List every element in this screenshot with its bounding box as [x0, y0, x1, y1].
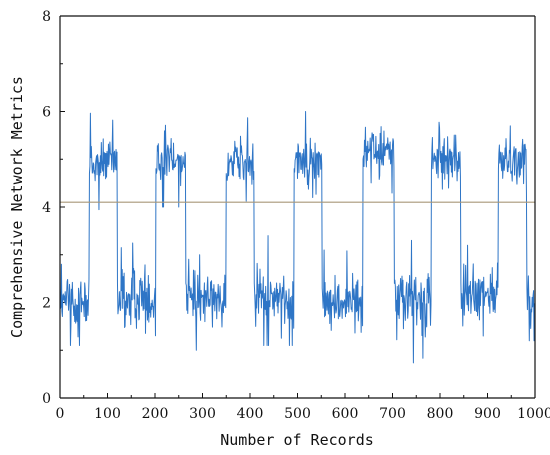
- x-tick-label: 800: [427, 406, 454, 422]
- series-layer: [59, 111, 536, 364]
- y-tick-label: 6: [42, 105, 51, 121]
- y-axis-title: Comprehensive Network Metrics: [8, 76, 26, 338]
- x-tick-label: 200: [142, 406, 169, 422]
- series-line: [59, 111, 536, 364]
- plot-area: [60, 16, 535, 398]
- x-tick-label: 600: [332, 406, 359, 422]
- x-tick-label: 300: [189, 406, 216, 422]
- x-tick-label: 0: [56, 406, 65, 422]
- frame-layer: [59, 15, 536, 399]
- x-tick-label: 400: [237, 406, 264, 422]
- y-tick-label: 0: [42, 391, 51, 407]
- y-tick-label: 8: [42, 9, 51, 25]
- x-tick-label: 700: [379, 406, 406, 422]
- x-tick-label: 1000: [517, 406, 550, 422]
- y-tick-label: 4: [42, 200, 51, 216]
- x-axis-title: Number of Records: [220, 431, 374, 449]
- x-tick-label: 500: [284, 406, 311, 422]
- x-tick-label: 100: [94, 406, 121, 422]
- y-tick-label: 2: [42, 296, 51, 312]
- labels-layer: 0 100 200 300 400 500 600 700 800 900 1000 0 2 4 6 8: [42, 9, 550, 422]
- x-tick-label: 900: [474, 406, 501, 422]
